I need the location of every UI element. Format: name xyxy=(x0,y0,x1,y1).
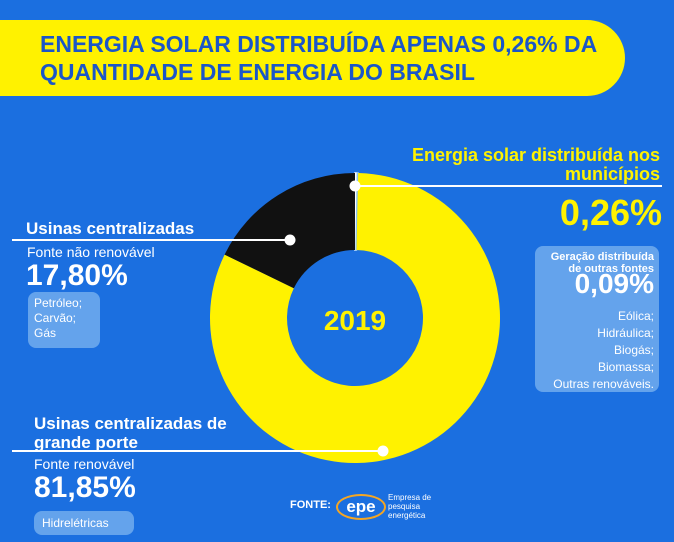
donut-segment xyxy=(224,173,355,289)
category-label: Usinas centralizadas xyxy=(26,219,195,238)
source-item: Gás xyxy=(34,326,57,340)
source-item: Biomassa; xyxy=(597,360,654,374)
source-label: FONTE: xyxy=(290,499,331,511)
chart-title: ENERGIA SOLAR DISTRIBUÍDA APENAS 0,26% D… xyxy=(40,31,597,85)
category-label: Energia solar distribuída nos municípios xyxy=(411,145,660,184)
center-label: 2019 xyxy=(324,305,386,336)
source-item: Eólica; xyxy=(617,309,654,323)
leader-dot xyxy=(349,180,361,192)
donut-segment xyxy=(210,173,501,464)
source-logo: epe xyxy=(336,494,386,520)
value-label: 0,26% xyxy=(559,192,662,233)
donut-segment xyxy=(355,172,359,251)
value-label: 0,09% xyxy=(574,268,654,299)
source-box: Petróleo; Carvão; Gás xyxy=(28,292,100,348)
source-list: Eólica; Hidráulica; Biogás; Biomassa; Outras… xyxy=(553,308,654,393)
subtitle: Fonte não renovável xyxy=(27,244,155,260)
source-item: Hidráulica; xyxy=(597,326,654,340)
subtitle: Fonte renovável xyxy=(34,456,135,472)
source-box: Hidrelétricas xyxy=(34,511,134,535)
title-banner xyxy=(0,20,625,96)
value-label: 81,85% xyxy=(34,471,136,504)
value-label: 17,80% xyxy=(26,259,128,292)
leader-dot xyxy=(284,234,296,246)
source-item: Hidrelétricas xyxy=(42,516,109,530)
category-label: Usinas centralizadas de grande porte xyxy=(34,414,227,452)
source-item: Carvão; xyxy=(34,311,77,325)
source-item: Outras renováveis. xyxy=(553,377,654,391)
category-label: Geração distribuída de outras fontes xyxy=(550,251,654,275)
source-box: Geração distribuída de outras fontes 0,09… xyxy=(535,246,659,392)
source-name: Empresa de pesquisa energética xyxy=(388,493,432,520)
source-item: Petróleo; xyxy=(34,296,83,310)
leader-dot xyxy=(377,445,389,457)
source-item: Biogás; xyxy=(613,343,654,357)
